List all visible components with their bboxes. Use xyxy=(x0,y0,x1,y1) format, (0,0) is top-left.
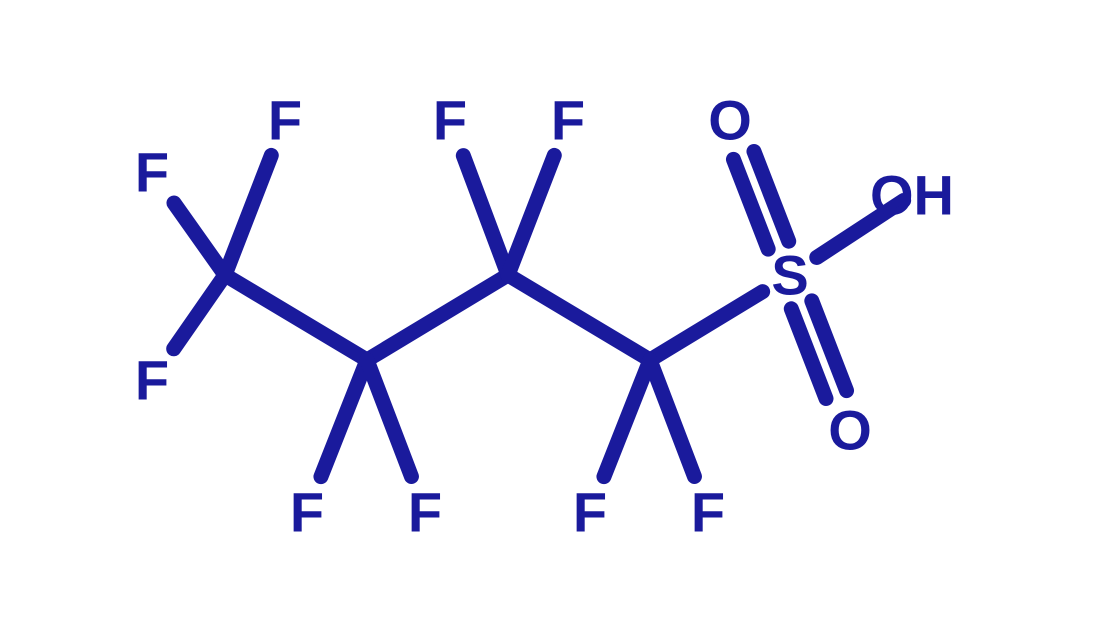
atom-oh: OH xyxy=(870,164,954,227)
bond xyxy=(508,155,554,275)
bond xyxy=(367,360,411,476)
atom-s: S xyxy=(771,244,808,307)
atom-o: O xyxy=(708,89,752,152)
atom-f: F xyxy=(573,481,607,544)
atom-f: F xyxy=(691,481,725,544)
atom-f: F xyxy=(551,89,585,152)
bond xyxy=(225,155,271,275)
bond xyxy=(650,360,694,476)
bond xyxy=(650,292,763,360)
atom-o: O xyxy=(828,399,872,462)
atom-f: F xyxy=(135,349,169,412)
atom-f: F xyxy=(433,89,467,152)
molecule-diagram: F F F F F F F F F S O O OH xyxy=(0,0,1100,641)
bond xyxy=(604,360,650,477)
bond xyxy=(367,275,508,360)
atom-f: F xyxy=(268,89,302,152)
atom-f: F xyxy=(408,481,442,544)
bond xyxy=(174,275,225,349)
bond xyxy=(463,156,508,275)
bond xyxy=(321,360,367,477)
bond xyxy=(508,275,650,360)
atom-f: F xyxy=(135,141,169,204)
atom-f: F xyxy=(290,481,324,544)
bond xyxy=(174,203,225,275)
bond xyxy=(225,275,367,360)
